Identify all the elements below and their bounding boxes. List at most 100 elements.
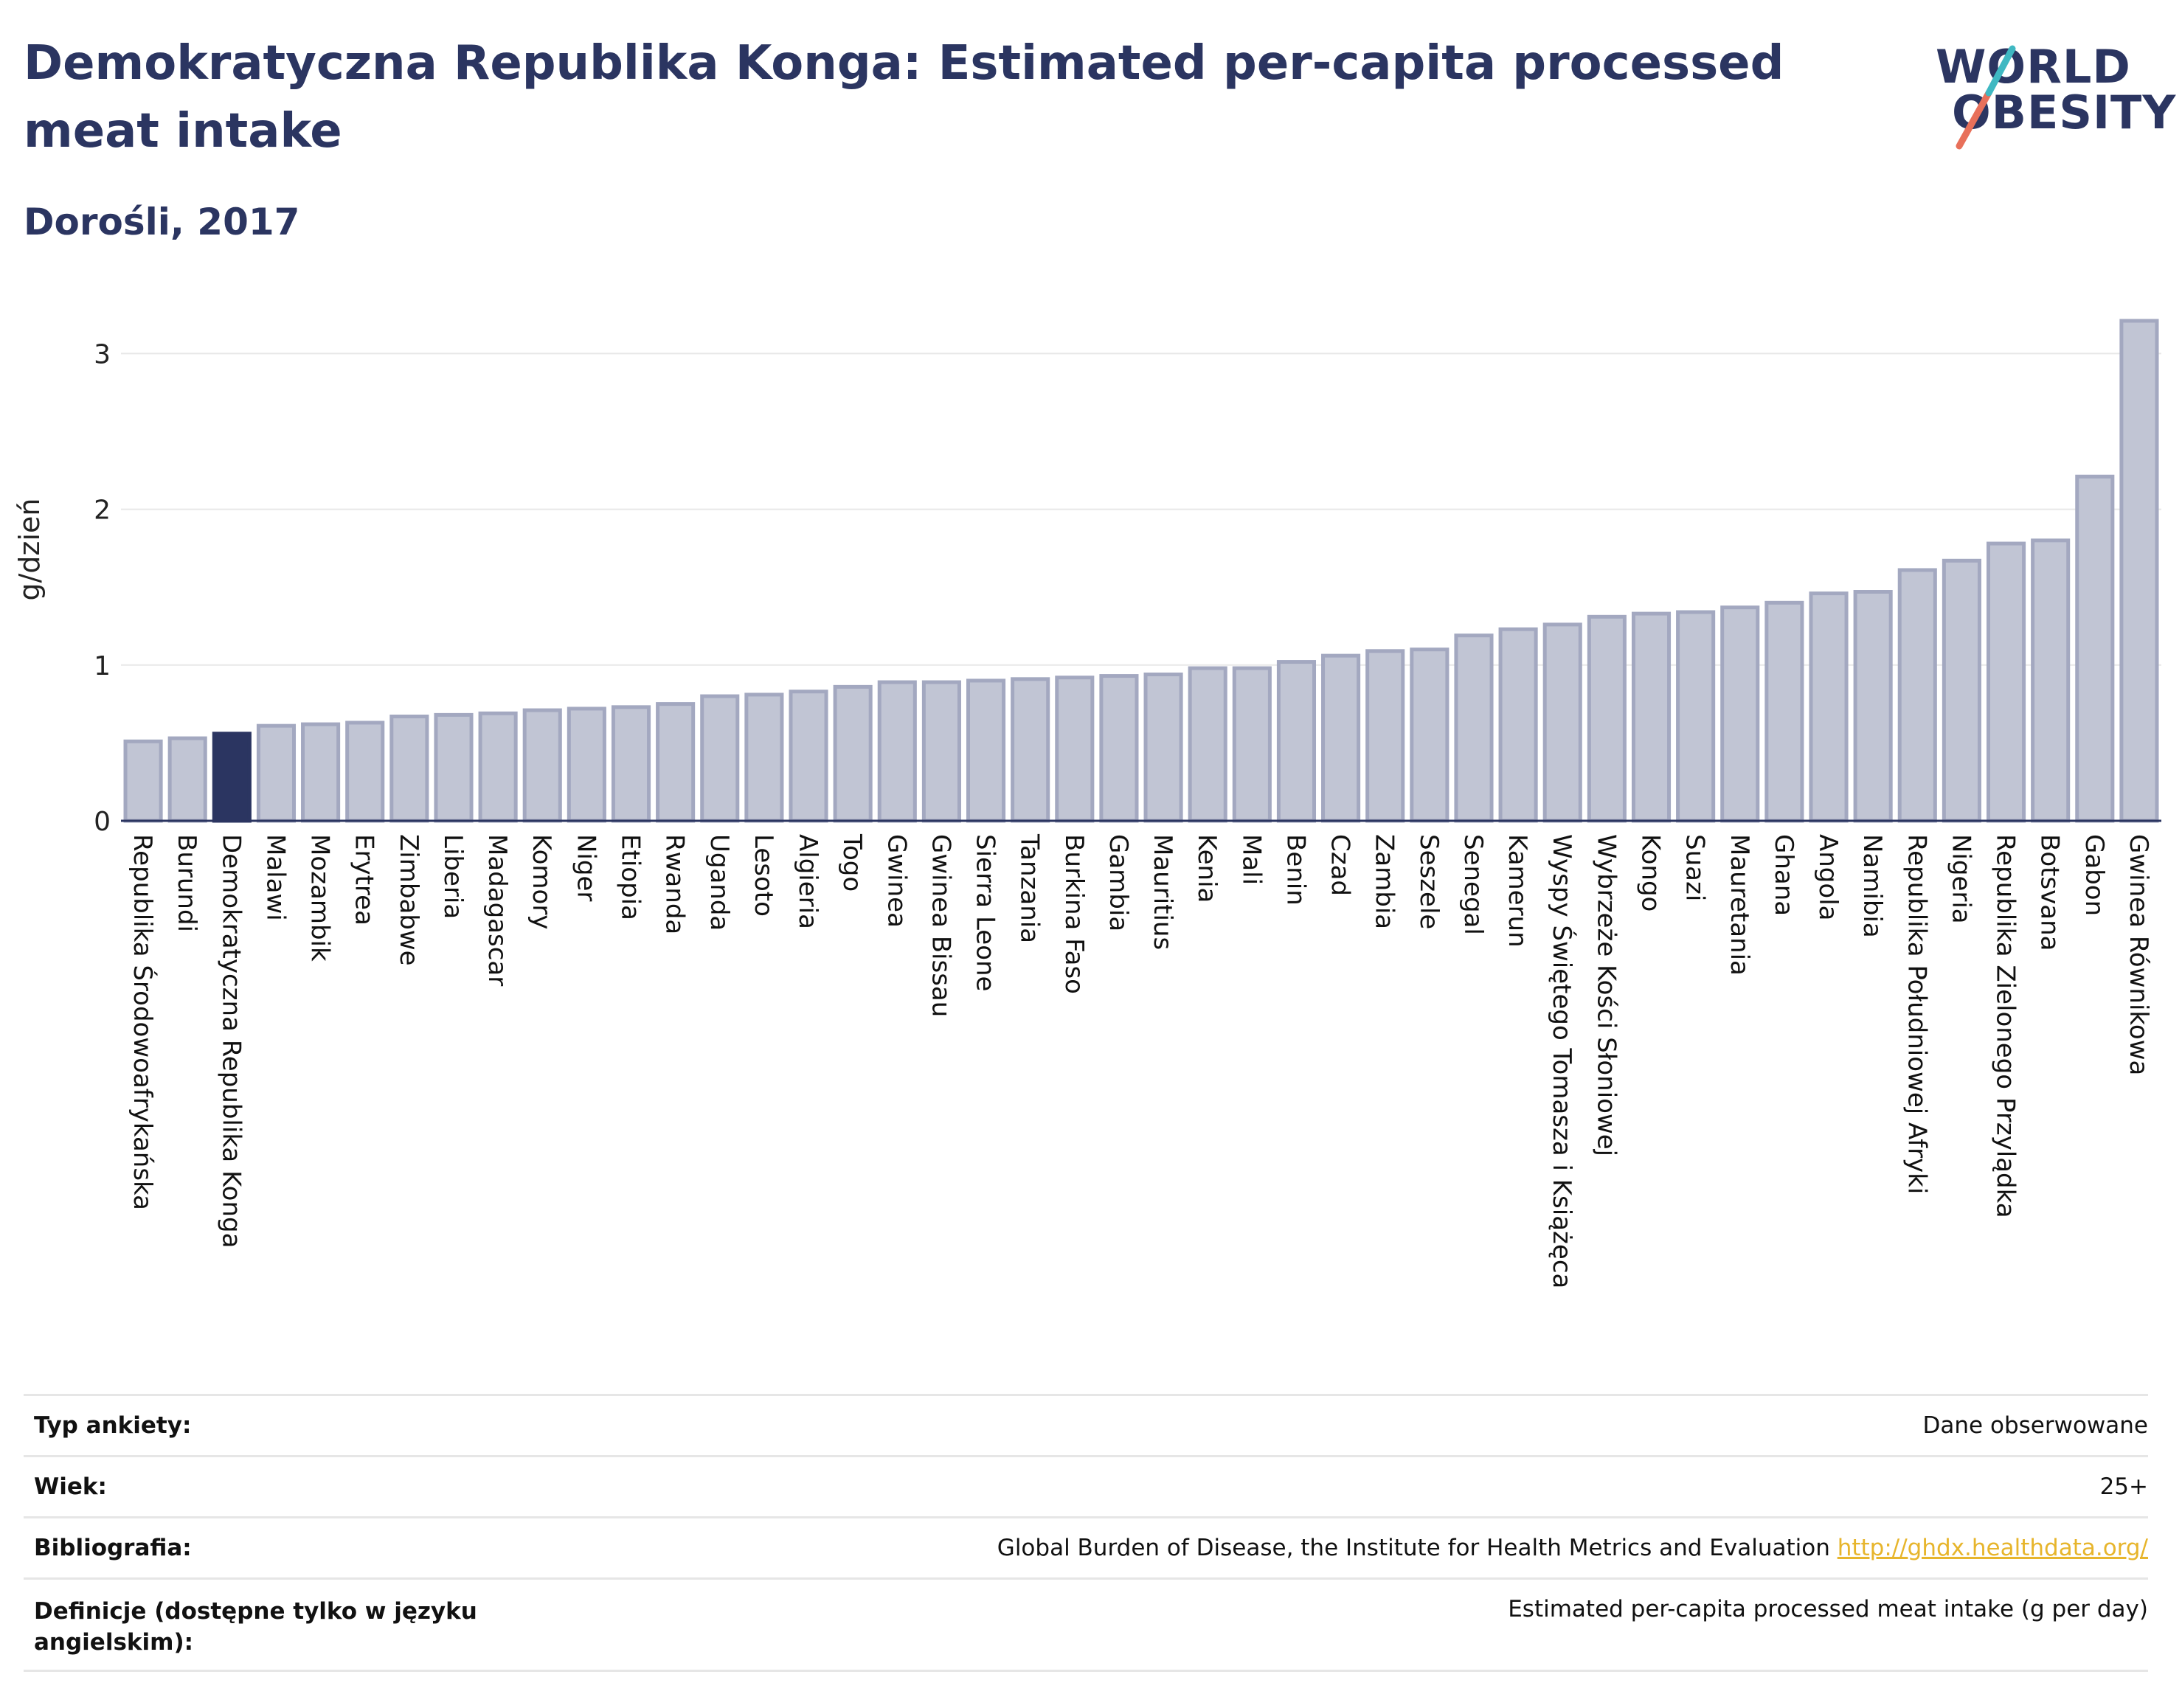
info-value: Global Burden of Disease, the Institute …: [997, 1535, 1830, 1561]
bar: [789, 690, 828, 823]
bar: [2119, 319, 2159, 823]
info-label: Bibliografia:: [34, 1535, 192, 1561]
bar: [2031, 538, 2071, 823]
bar: [656, 702, 696, 823]
x-tick-label: Mauretania: [1725, 834, 1754, 976]
bar: [1897, 568, 1937, 823]
bar-chart: 0 1 2 3 Republika Środowoafrykańska Burundi De…: [94, 319, 2161, 1288]
x-tick-label: Gwinea: [882, 834, 911, 928]
info-value: 25+: [2099, 1473, 2148, 1500]
page-title: Demokratyczna Republika Konga: Estimated…: [24, 36, 1784, 159]
x-tick-label: Liberia: [438, 834, 468, 919]
x-tick-label: Sierra Leone: [971, 834, 1000, 991]
world-obesity-logo[interactable]: WORLD OBESITY: [1925, 22, 2175, 155]
x-tick-label: Wybrzeże Kości Słoniowej: [1591, 834, 1621, 1156]
bar: [1321, 653, 1361, 823]
x-tick-label: Senegal: [1458, 834, 1488, 935]
x-tick-label: Wyspy Świętego Tomasza i Książęca: [1547, 834, 1577, 1288]
bar: [1764, 600, 1804, 823]
bar: [1454, 633, 1494, 823]
x-tick-label: Algieria: [793, 834, 822, 929]
x-tick-label: Niger: [571, 834, 600, 901]
x-tick-label: Demokratyczna Republika Konga: [216, 834, 246, 1248]
x-tick-label: Gwinea Bissau: [926, 834, 955, 1017]
info-value: Dane obserwowane: [1922, 1412, 2148, 1439]
x-tick-label: Burundi: [172, 834, 201, 932]
x-tick-label: Malawi: [260, 834, 290, 921]
bar: [611, 705, 651, 823]
x-tick-label: Zimbabwe: [394, 834, 423, 966]
info-table: Typ ankiety: Dane obserwowane Wiek: 25+ …: [24, 1394, 2148, 1672]
x-tick-label: Lesoto: [749, 834, 778, 917]
bar: [744, 692, 784, 823]
y-tick-label: 0: [94, 807, 111, 837]
y-tick-label: 2: [94, 496, 111, 526]
x-tick-label: Madagascar: [482, 834, 512, 986]
bar: [1143, 672, 1183, 823]
x-tick-label: Botsvana: [2035, 834, 2065, 951]
bar: [1853, 590, 1893, 823]
x-tick-label: Kongo: [1636, 834, 1666, 912]
x-tick-label: Ghana: [1769, 834, 1798, 916]
bar: [567, 707, 606, 823]
x-tick-label: Komory: [527, 834, 556, 929]
bar: [167, 736, 207, 823]
bar: [1631, 611, 1672, 823]
source-link[interactable]: http://ghdx.healthdata.org/: [1837, 1535, 2148, 1561]
bar: [389, 714, 429, 823]
x-tick-label: Tanzania: [1015, 833, 1045, 943]
info-row-definitions: Definicje (dostępne tylko w języku angie…: [24, 1577, 2148, 1672]
bar: [877, 680, 917, 823]
bar: [1542, 622, 1582, 823]
x-tick-label: Mali: [1236, 834, 1266, 885]
x-tick-label: Benin: [1281, 834, 1310, 906]
page-subtitle: Dorośli, 2017: [24, 201, 300, 243]
x-tick-label: Czad: [1326, 834, 1355, 896]
info-label: Definicje (dostępne tylko w języku angie…: [34, 1598, 477, 1656]
x-tick-label: Gabon: [2079, 834, 2109, 916]
logo-slash-icon: [1956, 45, 2016, 150]
bar: [2075, 474, 2115, 823]
x-tick-label: Republika Południowej Afryki: [1902, 834, 1931, 1194]
bar: [1498, 627, 1538, 823]
bar: [1986, 541, 2026, 823]
bar: [1365, 649, 1405, 823]
bar: [345, 721, 385, 823]
info-row-age: Wiek: 25+: [24, 1455, 2148, 1516]
bar: [1232, 666, 1272, 823]
bar: [1011, 677, 1050, 823]
bar: [212, 732, 252, 823]
bar: [123, 739, 163, 823]
x-tick-label: Suazi: [1680, 834, 1710, 901]
bar: [1676, 610, 1716, 823]
bar: [522, 708, 562, 823]
info-value: Estimated per-capita processed meat inta…: [1508, 1596, 2148, 1622]
info-label: Wiek:: [34, 1473, 107, 1500]
info-row-bibliography: Bibliografia: Global Burden of Disease, …: [24, 1516, 2148, 1577]
bar: [966, 678, 1006, 823]
y-tick-label: 3: [94, 339, 111, 369]
bar: [1809, 591, 1849, 823]
x-tick-label: Namibia: [1857, 834, 1887, 938]
info-row-survey-type: Typ ankiety: Dane obserwowane: [24, 1394, 2148, 1455]
x-tick-label: Angola: [1813, 834, 1843, 920]
x-tick-label: Uganda: [704, 834, 734, 931]
x-tick-label: Republika Zielonego Przylądka: [1991, 834, 2020, 1218]
x-tick-label: Gambia: [1104, 834, 1133, 931]
bar: [1942, 558, 1981, 823]
info-value-wrap: Global Burden of Disease, the Institute …: [997, 1535, 2148, 1561]
bar: [1055, 676, 1095, 823]
x-tick-label: Mauritius: [1148, 834, 1177, 950]
x-tick-label: Gwinea Równikowa: [2124, 834, 2153, 1075]
x-tick-label: Kamerun: [1503, 834, 1532, 948]
x-tick-label: Etiopia: [616, 834, 645, 920]
x-tick-label: Zambia: [1370, 834, 1399, 929]
x-tick-label: Seszele: [1414, 834, 1444, 929]
x-tick-label: Nigeria: [1946, 834, 1975, 924]
x-tick-label: Burkina Faso: [1059, 834, 1089, 994]
x-tick-label: Mozambik: [305, 834, 335, 962]
bar: [833, 684, 873, 823]
bar: [1587, 614, 1627, 823]
bar: [256, 723, 297, 823]
logo-line-1: WORLD: [1936, 40, 2131, 94]
